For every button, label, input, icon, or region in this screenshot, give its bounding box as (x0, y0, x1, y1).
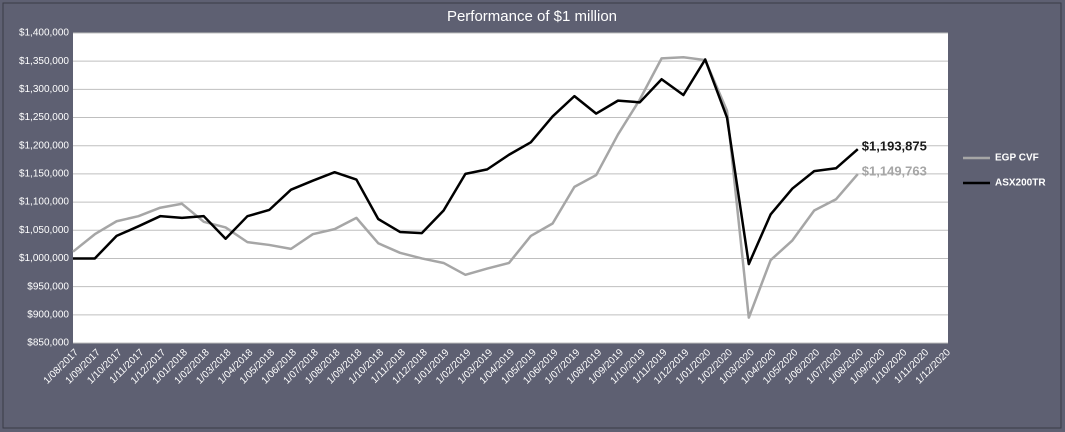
plot-area (73, 33, 948, 343)
y-tick-label: $850,000 (27, 338, 69, 349)
data-label: $1,193,875 (862, 139, 927, 154)
y-tick-label: $1,350,000 (19, 56, 69, 67)
legend-label: EGP CVF (995, 153, 1039, 164)
y-tick-label: $900,000 (27, 309, 69, 320)
y-tick-label: $1,250,000 (19, 112, 69, 123)
y-tick-label: $1,200,000 (19, 140, 69, 151)
y-tick-label: $1,050,000 (19, 225, 69, 236)
series-line (72, 55, 859, 319)
y-tick-label: $1,000,000 (19, 253, 69, 264)
legend-label: ASX200TR (995, 178, 1046, 189)
y-tick-label: $1,100,000 (19, 197, 69, 208)
series-line (73, 58, 859, 266)
y-tick-label: $1,300,000 (19, 84, 69, 95)
chart-title: Performance of $1 million (447, 8, 617, 25)
y-tick-label: $950,000 (27, 281, 69, 292)
y-tick-label: $1,150,000 (19, 169, 69, 180)
y-tick-label: $1,400,000 (19, 28, 69, 39)
data-label: $1,149,763 (862, 163, 927, 178)
